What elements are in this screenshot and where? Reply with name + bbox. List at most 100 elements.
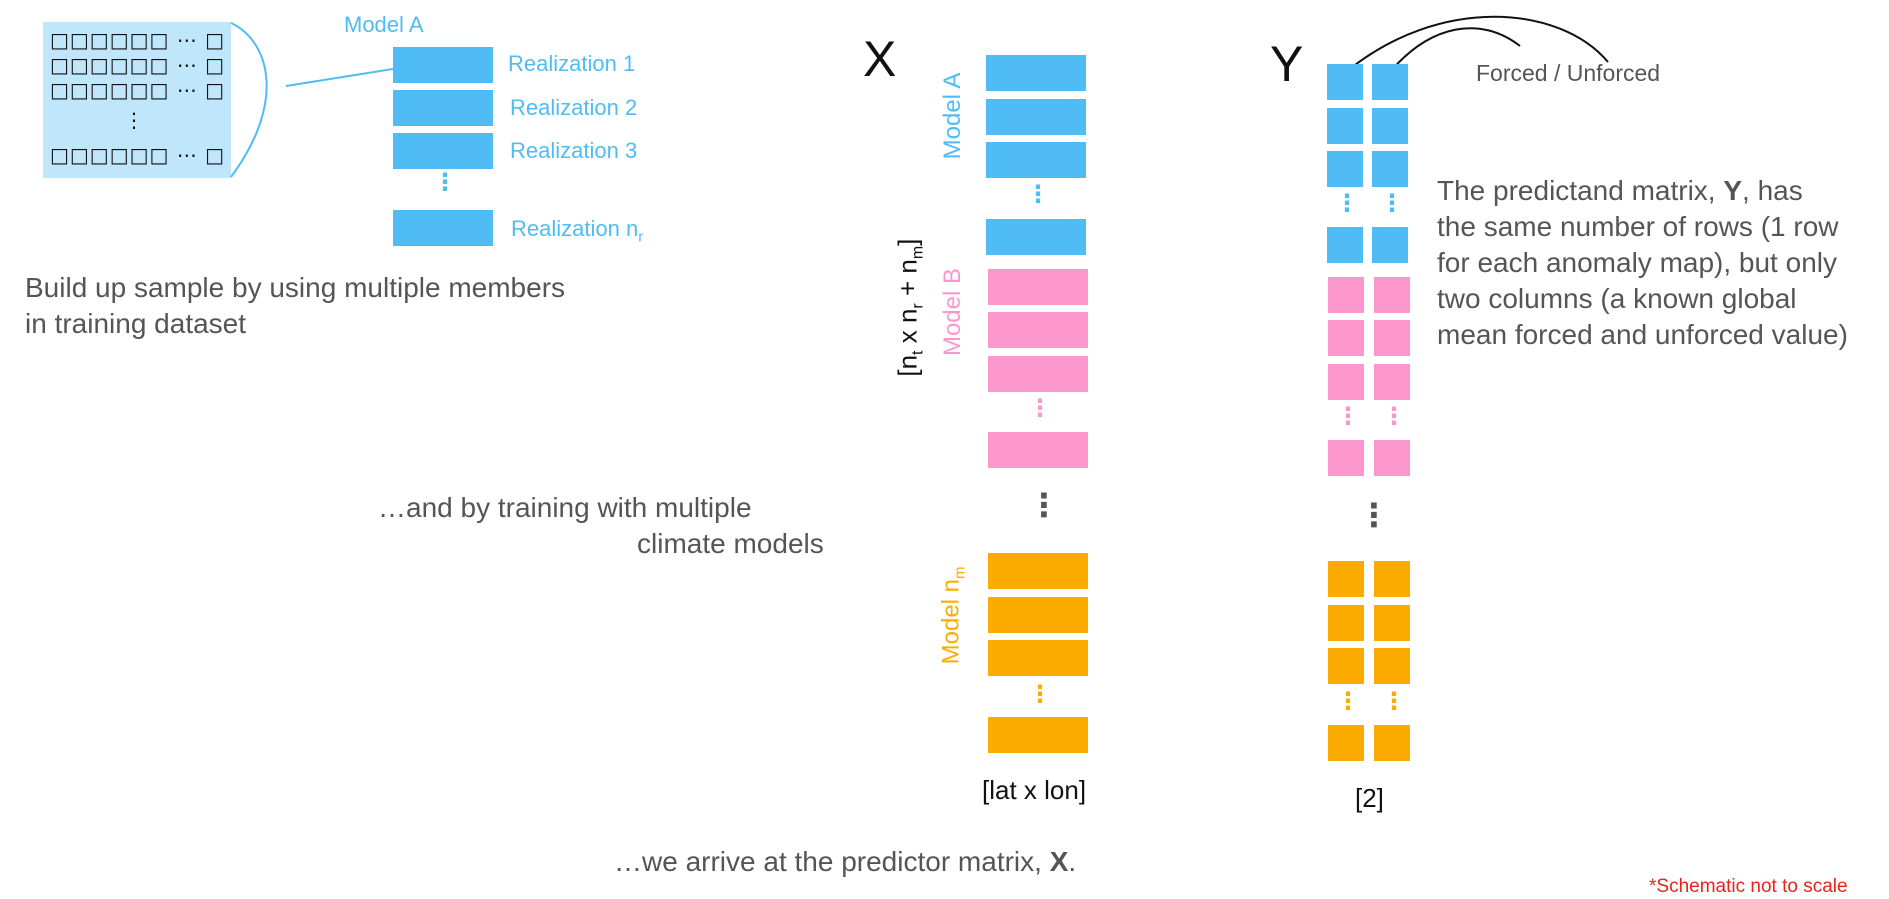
x-row [986,142,1086,178]
y-cell [1374,561,1410,597]
grid-row: □□□□□□ ⋯ □ [50,28,225,52]
x-model-n-label: Model nm [938,555,969,675]
y-cell [1327,151,1363,187]
x-row [988,269,1088,305]
bottom-caption: …we arrive at the predictor matrix, X. [614,846,1076,878]
models-caption-line2: climate models [637,528,824,559]
realization-label: Realization 2 [510,95,638,120]
y-description-line: the same number of rows (1 row [1437,211,1839,242]
y-description-line: mean forced and unforced value) [1437,319,1848,350]
y-cell [1327,64,1363,100]
x-row [988,553,1088,589]
y-description-bold: Y [1723,175,1743,206]
x-rows-label-sub: r [909,303,927,309]
y-cell [1328,277,1364,313]
y-cell [1374,364,1410,400]
y-description-line: The predictand matrix, Y, has [1437,173,1848,209]
y-cell [1328,605,1364,641]
vertical-ellipsis: ⋮ [1028,395,1052,422]
grid-row: □□□□□□ ⋯ □ [50,143,225,167]
footnote: *Schematic not to scale [1649,876,1848,897]
x-model-a-label: Model A [939,72,966,160]
sample-caption-line2: in training dataset [25,308,247,339]
bottom-caption-bold: X [1049,846,1069,877]
realization-label: Realization 1 [508,51,636,76]
vertical-ellipsis: ⋮ [1336,688,1360,715]
y-cell [1372,227,1408,263]
x-cols-label: [lat x lon] [982,775,1087,805]
realization-label: Realization 3 [510,138,638,163]
y-cell [1372,151,1408,187]
x-row [988,717,1088,753]
x-row [988,356,1088,392]
x-row [988,640,1088,676]
vertical-ellipsis: ⋮ [433,169,457,196]
x-model-n-text: Model n [937,578,965,665]
vertical-ellipsis: ⋮ [1026,181,1050,208]
y-cell [1328,648,1364,684]
realization-bar [393,47,493,83]
y-description-text: The predictand matrix, [1437,175,1724,206]
y-cell [1328,364,1364,400]
y-cell [1374,605,1410,641]
x-rows-label-part: + n [892,259,923,304]
model-a-label: Model A [344,12,424,37]
x-rows-label-part: ] [892,238,923,246]
realization-subscript: r [638,228,644,246]
vertical-ellipsis: ⋮ [1028,681,1052,708]
y-description: The predictand matrix, Y, has the same n… [1437,173,1848,353]
x-rows-label: [nt x nr + nm] [892,198,927,418]
y-cell [1328,320,1364,356]
y-cell [1374,277,1410,313]
x-rows-label-part: x n [892,308,923,351]
vertical-ellipsis: ⋮ [1335,190,1359,217]
realization-label-text: Realization n [511,216,639,241]
y-description-line: two columns (a known global [1437,283,1797,314]
x-row [986,99,1086,135]
bottom-caption-text: …we arrive at the predictor matrix, [614,846,1050,877]
y-cols-label: [2] [1355,783,1384,813]
x-row [988,432,1088,468]
y-cell [1374,440,1410,476]
realization-label: Realization nr [511,216,643,245]
x-model-b-label: Model B [939,267,966,357]
sample-caption-line1: Build up sample by using multiple member… [25,272,566,303]
y-cell [1374,725,1410,761]
y-cell [1328,561,1364,597]
y-cell [1327,108,1363,144]
y-cell [1372,108,1408,144]
bracket-connector [230,22,394,178]
y-cell [1328,440,1364,476]
y-matrix-title: Y [1270,36,1304,92]
grid-row: □□□□□□ ⋯ □ [50,53,225,77]
y-cell [1374,320,1410,356]
y-description-text: , has [1742,175,1803,206]
vertical-ellipsis: ⋮ [1382,403,1406,430]
x-rows-label-part: [n [892,354,923,377]
models-caption-line1: …and by training with multiple [378,492,752,523]
y-description-line: for each anomaly map), but only [1437,247,1837,278]
vertical-ellipsis: ⋮ [1358,497,1390,533]
realization-bar [393,90,493,126]
x-matrix-title: X [863,31,897,87]
forced-unforced-label: Forced / Unforced [1476,60,1661,86]
x-row [986,55,1086,91]
vertical-ellipsis: ⋮ [1380,190,1404,217]
x-model-n-sub: m [951,566,969,579]
realization-bar [393,210,493,246]
vertical-ellipsis: ⋮ [1336,403,1360,430]
y-cell [1374,648,1410,684]
x-row [986,219,1086,255]
grid-row: □□□□□□ ⋯ □ [50,78,225,102]
vertical-ellipsis: ⋮ [1028,487,1060,523]
realization-bar [393,133,493,169]
y-cell [1327,227,1363,263]
y-cell [1372,64,1408,100]
vertical-ellipsis: ⋮ [1382,688,1406,715]
y-cell [1328,725,1364,761]
x-row [988,597,1088,633]
bottom-caption-post: . [1068,846,1077,877]
grid-map-panel [43,22,231,178]
x-row [988,312,1088,348]
grid-row-ellipsis: ⋮ [124,108,145,132]
